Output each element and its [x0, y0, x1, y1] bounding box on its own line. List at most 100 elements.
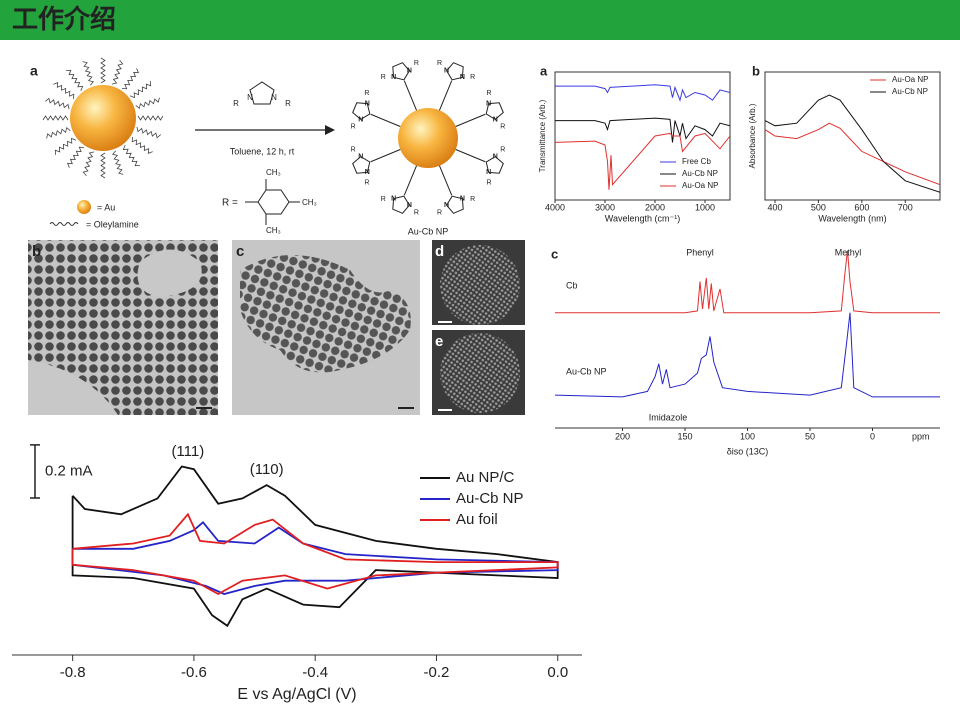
- atom: R: [351, 123, 356, 130]
- legend-label: Au-Cb NP: [892, 87, 928, 96]
- annotation: (111): [171, 443, 204, 460]
- atom: R: [381, 196, 386, 203]
- imidazole-ring: [352, 102, 371, 121]
- atom: R: [364, 180, 369, 187]
- atom: R: [437, 210, 442, 217]
- atom: N: [444, 68, 449, 75]
- oleylamine: [66, 146, 85, 168]
- oleylamine: [131, 136, 153, 155]
- bond: [403, 165, 417, 196]
- x-tick-label: 2000: [645, 202, 665, 212]
- bond: [439, 165, 453, 196]
- oleylamine: [137, 115, 164, 121]
- series-line: [555, 117, 730, 143]
- arrow-head: [325, 125, 335, 135]
- series-line: [555, 312, 940, 398]
- conditions: Toluene, 12 h, rt: [230, 146, 295, 156]
- x-tick-label: 600: [854, 202, 869, 212]
- methyl: CH₃: [266, 168, 281, 177]
- atom: N: [493, 153, 498, 160]
- oleylamine-legend: = Oleylamine: [86, 219, 139, 229]
- bond: [455, 113, 486, 127]
- product-label: Au-Cb NP: [408, 226, 449, 236]
- atom: R: [437, 60, 442, 67]
- oleylamine: [45, 97, 70, 110]
- tem-c-particles: [240, 255, 411, 373]
- x-tick-label: -0.2: [424, 664, 450, 681]
- atom: N: [391, 196, 396, 203]
- x-tick-label: 150: [677, 431, 692, 441]
- panel-label: c: [236, 243, 244, 260]
- carbene-ring: [249, 81, 275, 105]
- atom: R: [285, 99, 291, 108]
- oleylamine: [42, 115, 69, 121]
- scheme: a = Au = Oleylamine N N R R Toluene, 12 …: [30, 57, 505, 236]
- atom: R: [500, 146, 505, 153]
- x-unit: ppm: [912, 431, 930, 441]
- au-particle: [70, 85, 136, 151]
- panel-label: a: [540, 63, 548, 78]
- x-tick-label: 200: [615, 431, 630, 441]
- oleylamine: [135, 97, 160, 110]
- series-line: [71, 512, 559, 596]
- x-axis-label: δiso (13C): [727, 446, 769, 456]
- atom: R: [470, 196, 475, 203]
- x-tick-label: -0.8: [60, 664, 86, 681]
- oleylamine: [54, 137, 77, 155]
- series-line: [765, 94, 940, 193]
- x-tick-label: -0.4: [302, 664, 328, 681]
- bond: [403, 80, 417, 111]
- imidazole-ring: [445, 62, 464, 81]
- atom: N: [460, 196, 465, 203]
- x-axis-label: Wavelength (nm): [818, 213, 886, 223]
- atom: N: [391, 74, 396, 81]
- oleylamine: [82, 151, 95, 176]
- scale-bar: [30, 444, 40, 499]
- oleylamine: [136, 126, 161, 139]
- series-label: Cb: [566, 280, 578, 290]
- legend-label: Au-Cb NP: [456, 490, 524, 507]
- bond: [439, 80, 453, 111]
- oleylamine-icon: [49, 222, 79, 226]
- panel-label: c: [551, 246, 558, 261]
- series-line: [555, 132, 730, 190]
- oleylamine: [82, 61, 95, 86]
- x-tick-label: -0.6: [181, 664, 207, 681]
- au-legend: = Au: [97, 202, 115, 212]
- x-tick-label: 100: [740, 431, 755, 441]
- oleylamine: [121, 68, 140, 90]
- atom: R: [233, 99, 239, 108]
- atom: R: [487, 180, 492, 187]
- oleylamine: [100, 57, 106, 84]
- imidazole-ring: [485, 102, 504, 121]
- plot-frame: [764, 71, 941, 201]
- au-legend-icon: [77, 200, 91, 214]
- atom: N: [365, 169, 370, 176]
- x-tick-label: 500: [811, 202, 826, 212]
- atom: N: [460, 74, 465, 81]
- imidazole-ring: [445, 195, 464, 214]
- annotation: (110): [250, 461, 284, 478]
- legend-label: Au-Oa NP: [682, 181, 718, 190]
- atom: N: [247, 93, 253, 102]
- tem-e-lattice: [440, 333, 520, 413]
- bond: [370, 149, 401, 163]
- x-tick-label: 4000: [545, 202, 565, 212]
- oleylamine: [111, 150, 124, 175]
- legend-label: Au foil: [456, 511, 498, 528]
- x-axis-label: Wavelength (cm⁻¹): [605, 213, 680, 223]
- panel-label: b: [752, 63, 760, 78]
- annotation: Phenyl: [686, 247, 714, 257]
- x-tick-label: 50: [805, 431, 815, 441]
- atom: R: [500, 123, 505, 130]
- oleylamine: [111, 60, 124, 85]
- atom: R: [381, 74, 386, 81]
- header-bar: [0, 0, 960, 40]
- imidazole-ring: [392, 62, 411, 81]
- atom: N: [486, 100, 491, 107]
- atom: R: [414, 210, 419, 217]
- annotation: Methyl: [835, 247, 862, 257]
- series-line: [71, 521, 559, 595]
